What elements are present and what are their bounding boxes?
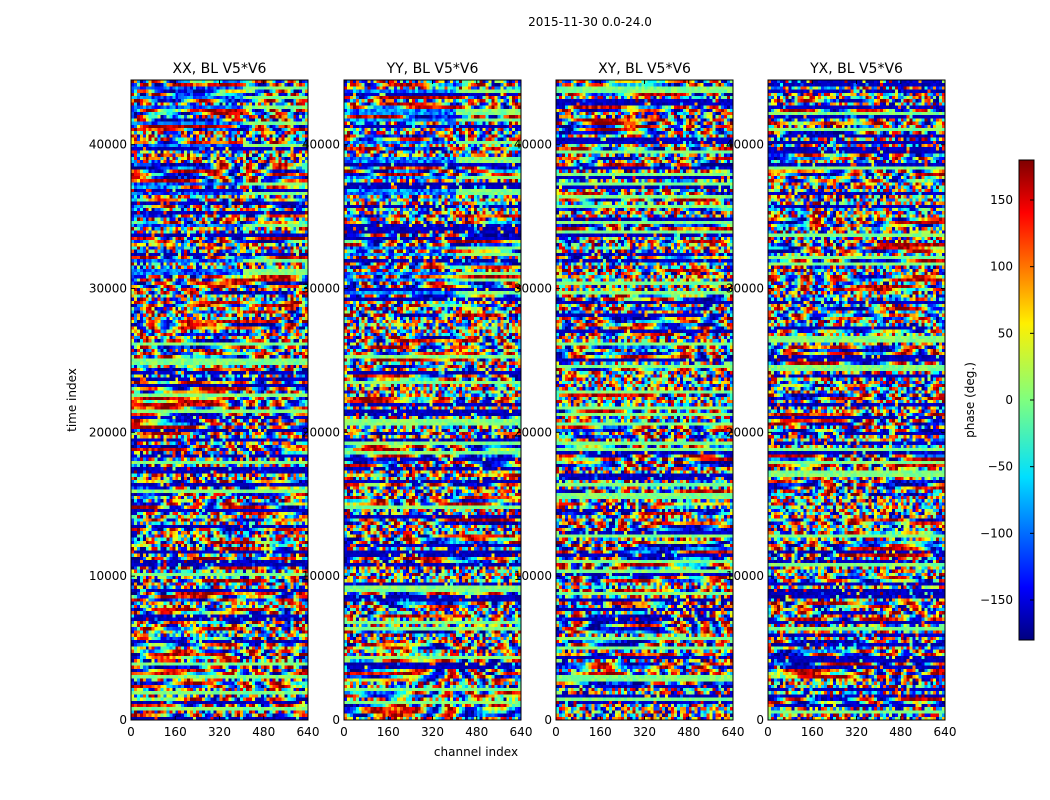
panels-group: XX, BL V5*V6 0 160 320 480 640 0 10000 20000 3000…	[89, 61, 957, 739]
y-tick-label: 0	[332, 713, 340, 727]
y-tick-label: 10000	[302, 569, 340, 583]
y-tick-label: 30000	[302, 282, 340, 296]
figure-suptitle: 2015-11-30 0.0-24.0	[528, 15, 652, 29]
y-axis-label: time index	[65, 368, 79, 432]
colorbar-tick-label: 50	[998, 326, 1013, 340]
x-tick-label: 320	[421, 725, 444, 739]
y-tick-label: 0	[544, 713, 552, 727]
colorbar-label: phase (deg.)	[963, 362, 977, 438]
panel-2: YY, BL V5*V6 0 160 320 480 640 0 10000 20000 3000…	[302, 61, 533, 739]
y-tick-label: 30000	[514, 282, 552, 296]
colorbar-tick-label: 100	[990, 260, 1013, 274]
x-tick-label: 320	[845, 725, 868, 739]
y-tick-label: 20000	[302, 425, 340, 439]
x-tick-label: 640	[297, 725, 320, 739]
colorbar-tick-label: −150	[980, 593, 1013, 607]
panel-title: XY, BL V5*V6	[598, 61, 691, 77]
x-tick-label: 0	[127, 725, 135, 739]
y-tick-label: 20000	[89, 425, 127, 439]
y-tick-label: 30000	[726, 282, 764, 296]
y-tick-label: 0	[756, 713, 764, 727]
x-tick-label: 320	[633, 725, 656, 739]
panel-title: YX, BL V5*V6	[809, 61, 903, 77]
panel-title: YY, BL V5*V6	[386, 61, 479, 77]
x-tick-label: 480	[677, 725, 700, 739]
colorbar: 150 100 50 0 −50 −100 −150	[980, 159, 1035, 641]
x-tick-label: 0	[340, 725, 348, 739]
x-tick-label: 640	[934, 725, 957, 739]
y-tick-label: 10000	[514, 569, 552, 583]
x-tick-label: 480	[889, 725, 912, 739]
panel-title: XX, BL V5*V6	[173, 61, 267, 77]
colorbar-tick-label: −50	[988, 460, 1013, 474]
x-tick-label: 480	[252, 725, 275, 739]
y-tick-label: 40000	[89, 138, 127, 152]
y-tick-label: 30000	[89, 282, 127, 296]
colorbar-tick-label: 150	[990, 193, 1013, 207]
panel-1: XX, BL V5*V6 0 160 320 480 640 0 10000 20000 3000…	[89, 61, 320, 739]
x-tick-label: 160	[589, 725, 612, 739]
panel-4: YX, BL V5*V6 0 160 320 480 640 0 10000 20000 3000…	[726, 61, 957, 739]
panel-3: XY, BL V5*V6 0 160 320 480 640 0 10000 20000 3000…	[514, 61, 745, 739]
y-tick-label: 40000	[514, 138, 552, 152]
x-tick-label: 160	[377, 725, 400, 739]
y-tick-label: 10000	[726, 569, 764, 583]
y-tick-label: 20000	[514, 425, 552, 439]
x-tick-label: 0	[552, 725, 560, 739]
heatmap-image	[344, 80, 521, 720]
heatmap-image	[556, 80, 733, 720]
x-tick-label: 160	[801, 725, 824, 739]
y-tick-label: 20000	[726, 425, 764, 439]
heatmap-image	[768, 80, 945, 720]
colorbar-tick-label: 0	[1005, 393, 1013, 407]
y-tick-label: 40000	[726, 138, 764, 152]
y-tick-label: 40000	[302, 138, 340, 152]
x-tick-label: 160	[164, 725, 187, 739]
y-tick-label: 0	[119, 713, 127, 727]
colorbar-tick-label: −100	[980, 526, 1013, 540]
x-tick-label: 640	[510, 725, 533, 739]
x-axis-label: channel index	[434, 745, 518, 759]
x-tick-label: 640	[722, 725, 745, 739]
heatmap-image	[131, 80, 308, 720]
x-tick-label: 320	[208, 725, 231, 739]
x-tick-label: 0	[764, 725, 772, 739]
x-tick-label: 480	[465, 725, 488, 739]
y-tick-label: 10000	[89, 569, 127, 583]
